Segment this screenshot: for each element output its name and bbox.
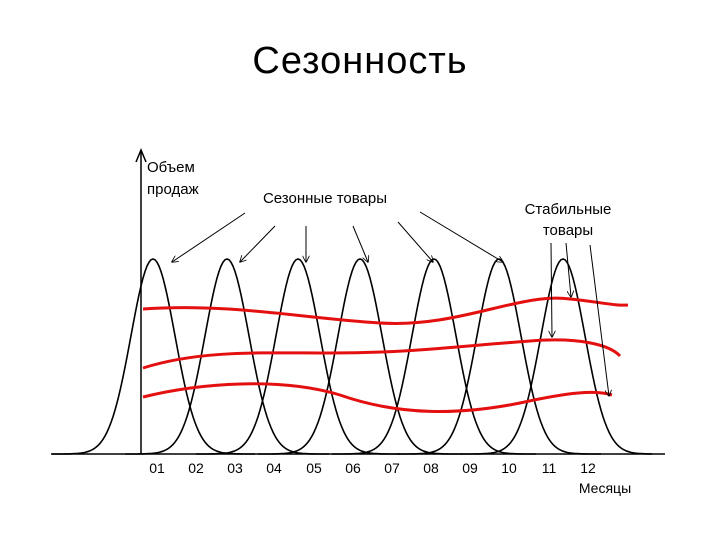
annotation-arrow bbox=[551, 242, 552, 337]
x-tick-label: 02 bbox=[188, 460, 204, 476]
seasonal-curve bbox=[461, 258, 665, 455]
annotation-arrow bbox=[589, 244, 609, 396]
y-axis-label-line-1: Объем bbox=[147, 159, 195, 176]
annotation-arrow bbox=[352, 225, 368, 262]
x-tick-label: 07 bbox=[384, 460, 400, 476]
annotation-arrow bbox=[565, 242, 571, 297]
seasonal-curve bbox=[125, 258, 329, 455]
x-tick-labels: 01 02 03 04 05 06 07 08 09 10 11 12 bbox=[149, 460, 596, 476]
x-tick-label: 09 bbox=[462, 460, 478, 476]
x-tick-label: 04 bbox=[266, 460, 282, 476]
x-tick-label: 03 bbox=[227, 460, 243, 476]
x-tick-label: 10 bbox=[501, 460, 517, 476]
slide-title: Сезонность bbox=[252, 40, 468, 82]
seasonal-curve bbox=[196, 258, 400, 455]
x-tick-label: 08 bbox=[423, 460, 439, 476]
stable-curves bbox=[142, 296, 629, 414]
x-tick-label: 12 bbox=[580, 460, 596, 476]
seasonal-curves bbox=[51, 258, 665, 455]
x-axis-label: Месяцы bbox=[579, 480, 631, 496]
annotation-arrow bbox=[172, 212, 246, 262]
x-tick-label: 11 bbox=[542, 460, 557, 476]
stable-goods-label-line-2: товары bbox=[543, 222, 593, 239]
annotation-arrow bbox=[397, 221, 433, 262]
x-tick-label: 06 bbox=[345, 460, 361, 476]
seasonal-curve bbox=[332, 258, 536, 455]
stable-goods-label-line-1: Стабильные bbox=[525, 201, 612, 218]
annotation-arrow bbox=[419, 211, 503, 262]
seasonal-curve bbox=[258, 258, 462, 455]
stable-curve bbox=[142, 296, 629, 325]
x-tick-label: 05 bbox=[306, 460, 322, 476]
annotation-arrows bbox=[172, 211, 609, 396]
stable-curve bbox=[142, 338, 622, 370]
y-axis-label-line-2: продаж bbox=[147, 181, 199, 198]
stable-curve bbox=[142, 382, 613, 414]
y-axis-arrowhead bbox=[135, 148, 147, 163]
x-tick-label: 01 bbox=[149, 460, 165, 476]
seasonal-curve bbox=[51, 258, 255, 455]
annotation-arrow bbox=[240, 225, 276, 262]
seasonal-goods-label: Сезонные товары bbox=[263, 190, 387, 207]
